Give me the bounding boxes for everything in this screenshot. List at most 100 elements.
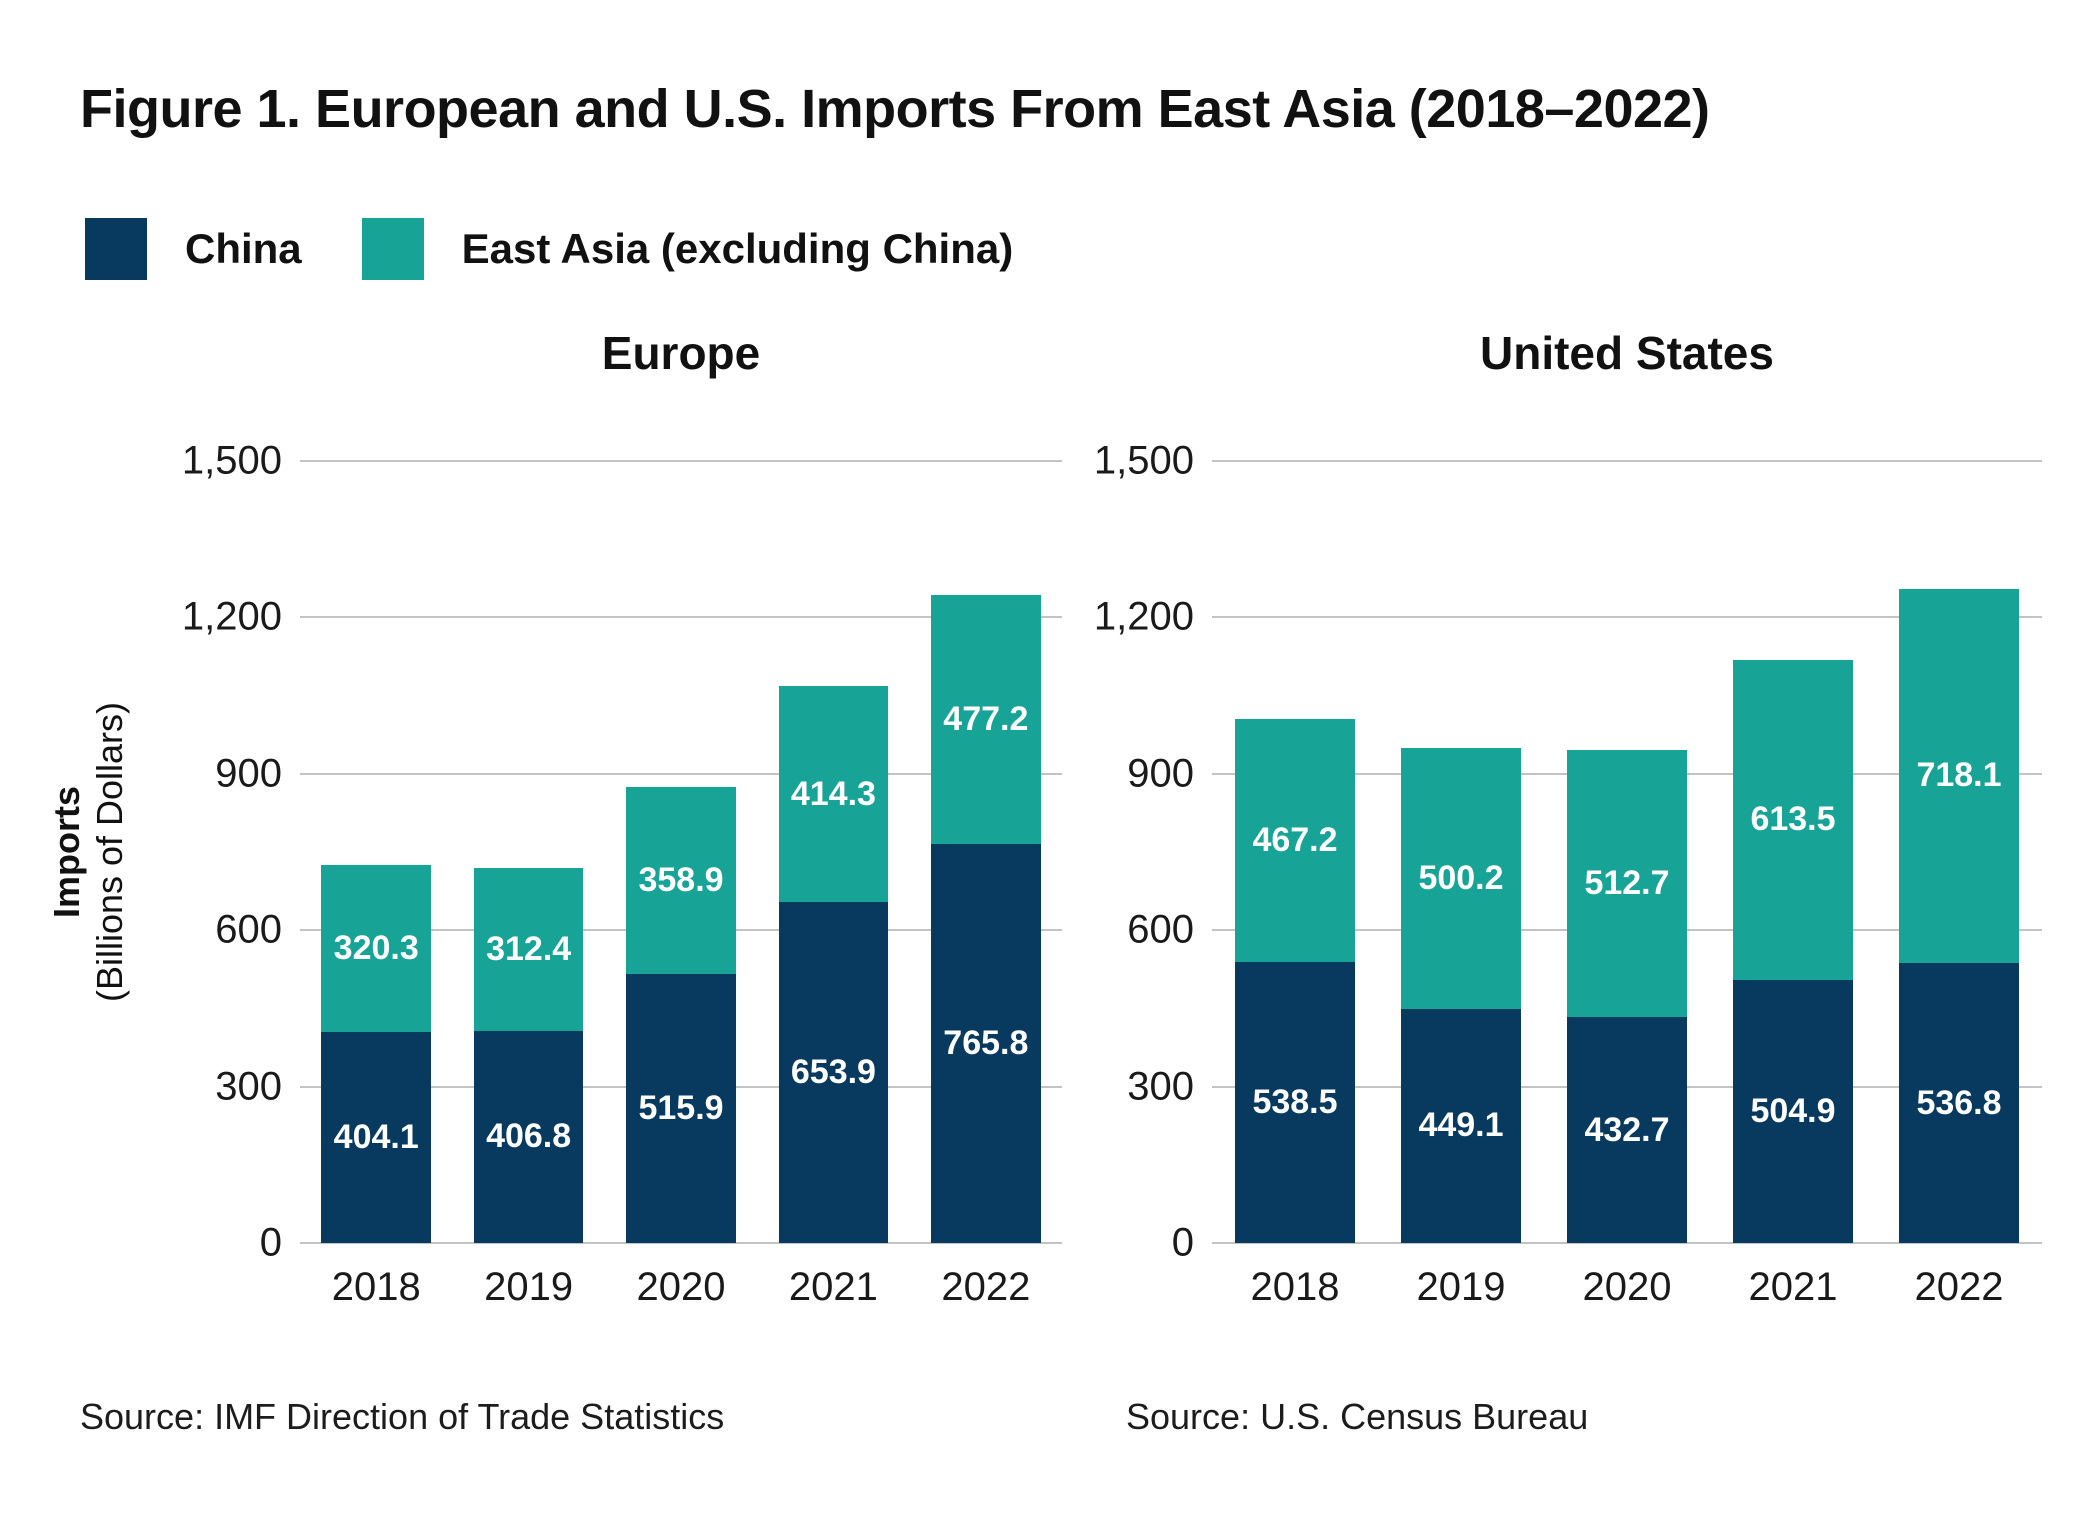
value-label-china-2021: 653.9 (790, 1053, 876, 1092)
value-label-east-asia-2018: 320.3 (333, 929, 419, 968)
bars-layer: 467.2 538.5 500.2 449.1 512.7 432.7 613.5 504.9… (1212, 461, 2042, 1243)
value-label-east-asia-2021: 414.3 (790, 774, 876, 813)
bar-slot-2021: 613.5 504.9 (1710, 461, 1876, 1243)
stacked-bar-2022: 477.2 765.8 (930, 595, 1041, 1243)
y-tick-label-300: 300 (1127, 1064, 1194, 1109)
value-label-east-asia-2020: 358.9 (638, 861, 724, 899)
x-tick-label-2021: 2021 (788, 1265, 878, 1309)
chart-title-europe: Europe (601, 327, 761, 379)
x-axis-labels-europe: 2018 2019 2020 2021 2022 (300, 1265, 1062, 1310)
value-label-china-2022: 536.8 (1916, 1083, 2002, 1122)
bar-segment-china-2022: 536.8 (1899, 963, 2019, 1243)
gridline-0 (1212, 1242, 2042, 1244)
bar-segment-china-2022: 765.8 (930, 843, 1041, 1243)
y-tick-label-1200: 1,200 (181, 594, 282, 639)
gridline-0 (300, 1242, 1062, 1244)
bar-slot-2021: 414.3 653.9 (757, 461, 909, 1243)
x-tick-label-2018: 2018 (331, 1265, 421, 1309)
plot-area-europe: 320.3 404.1 312.4 406.8 358.9 515.9 414.3 653.9… (300, 460, 1062, 1244)
value-label-east-asia-2019: 312.4 (486, 929, 572, 968)
bar-segment-east-asia-2021: 613.5 (1733, 659, 1853, 980)
bar-slot-2018: 467.2 538.5 (1212, 461, 1378, 1243)
bar-segment-east-asia-2020: 358.9 (626, 786, 736, 975)
value-label-china-2021: 504.9 (1750, 1091, 1836, 1130)
value-label-east-asia-2022: 477.2 (943, 699, 1029, 738)
y-tick-label-1500: 1,500 (1093, 438, 1194, 483)
y-axis-title-units: (Billions of Dollars) (89, 701, 130, 1003)
bar-segment-china-2021: 504.9 (1733, 979, 1853, 1243)
y-axis-title-bold: Imports (45, 786, 87, 919)
bars-layer: 320.3 404.1 312.4 406.8 358.9 515.9 414.3 653.9… (300, 461, 1062, 1243)
legend: China East Asia (excluding China) (85, 218, 1013, 280)
bar-segment-china-2020: 515.9 (626, 974, 736, 1243)
y-tick-label-300: 300 (215, 1064, 282, 1109)
chart-title-united-states: United States (1480, 327, 1774, 379)
y-tick-label-0: 0 (259, 1220, 282, 1265)
bar-slot-2020: 512.7 432.7 (1544, 461, 1710, 1243)
y-axis-title-text: Imports (Billions of Dollars) (45, 461, 131, 1243)
y-axis-title: Imports (Billions of Dollars) (30, 461, 146, 1243)
value-label-china-2019: 449.1 (1418, 1106, 1504, 1145)
x-tick-label-2022: 2022 (941, 1265, 1031, 1309)
y-tick-label-1200: 1,200 (1093, 594, 1194, 639)
value-label-china-2020: 432.7 (1584, 1110, 1670, 1149)
bar-slot-2019: 500.2 449.1 (1378, 461, 1544, 1243)
legend-item-china: China (85, 218, 302, 280)
x-tick-label-2019: 2019 (1416, 1265, 1506, 1309)
value-label-east-asia-2021: 613.5 (1750, 800, 1836, 839)
bar-slot-2018: 320.3 404.1 (300, 461, 452, 1243)
bar-segment-east-asia-2022: 718.1 (1899, 588, 2019, 964)
stacked-bar-2021: 414.3 653.9 (778, 686, 889, 1243)
bar-segment-east-asia-2018: 467.2 (1235, 718, 1355, 963)
value-label-china-2019: 406.8 (486, 1117, 572, 1156)
bar-slot-2022: 718.1 536.8 (1876, 461, 2042, 1243)
east-asia-color-swatch (361, 218, 424, 280)
y-tick-label-600: 600 (215, 907, 282, 952)
gridline-1500 (1212, 460, 2042, 462)
stacked-bar-2020: 358.9 515.9 (626, 786, 736, 1243)
value-label-east-asia-2022: 718.1 (1916, 756, 2002, 795)
legend-item-east-asia: East Asia (excluding China) (361, 218, 1014, 280)
value-label-east-asia-2019: 500.2 (1418, 858, 1504, 897)
bar-slot-2020: 358.9 515.9 (605, 461, 757, 1243)
source-note-united-states: Source: U.S. Census Bureau (1126, 1396, 1589, 1437)
legend-label-china: China (185, 225, 302, 272)
y-tick-label-0: 0 (1171, 1220, 1194, 1265)
gridline-1200 (300, 616, 1062, 619)
x-axis-labels-united-states: 2018 2019 2020 2021 2022 (1212, 1265, 2042, 1310)
stacked-bar-2018: 320.3 404.1 (321, 865, 432, 1243)
source-note-europe: Source: IMF Direction of Trade Statistic… (80, 1396, 725, 1437)
bar-segment-east-asia-2019: 312.4 (473, 868, 584, 1031)
stacked-bar-2019: 500.2 449.1 (1401, 748, 1521, 1243)
plot-area-united-states: 467.2 538.5 500.2 449.1 512.7 432.7 613.5 504.9… (1212, 460, 2042, 1244)
x-tick-label-2019: 2019 (484, 1265, 574, 1309)
bar-segment-china-2018: 404.1 (321, 1032, 432, 1243)
value-label-china-2022: 765.8 (943, 1023, 1029, 1062)
legend-label-east-asia: East Asia (excluding China) (461, 225, 1014, 272)
x-tick-label-2018: 2018 (1250, 1265, 1340, 1309)
value-label-east-asia-2020: 512.7 (1584, 864, 1670, 903)
gridline-1500 (300, 460, 1062, 462)
bar-slot-2022: 477.2 765.8 (910, 461, 1062, 1243)
bar-segment-east-asia-2021: 414.3 (778, 686, 889, 903)
bar-segment-china-2020: 432.7 (1567, 1017, 1687, 1243)
stacked-bar-2018: 467.2 538.5 (1235, 718, 1355, 1243)
y-tick-label-600: 600 (1127, 907, 1194, 952)
bar-segment-east-asia-2022: 477.2 (930, 595, 1041, 844)
y-tick-label-900: 900 (215, 751, 282, 796)
bar-slot-2019: 312.4 406.8 (452, 461, 604, 1243)
bar-segment-east-asia-2018: 320.3 (321, 865, 432, 1033)
value-label-china-2018: 404.1 (333, 1118, 419, 1157)
gridline-900 (300, 772, 1062, 775)
stacked-bar-2019: 312.4 406.8 (473, 868, 584, 1243)
value-label-china-2018: 538.5 (1252, 1083, 1338, 1122)
figure-title: Figure 1. European and U.S. Imports From… (80, 79, 1710, 139)
y-tick-label-900: 900 (1127, 751, 1194, 796)
x-tick-label-2022: 2022 (1914, 1265, 2004, 1309)
x-tick-label-2021: 2021 (1748, 1265, 1838, 1309)
bar-segment-east-asia-2020: 512.7 (1567, 750, 1687, 1018)
x-tick-label-2020: 2020 (1582, 1265, 1672, 1309)
bar-segment-china-2018: 538.5 (1235, 962, 1355, 1243)
bar-segment-china-2019: 449.1 (1401, 1008, 1521, 1243)
